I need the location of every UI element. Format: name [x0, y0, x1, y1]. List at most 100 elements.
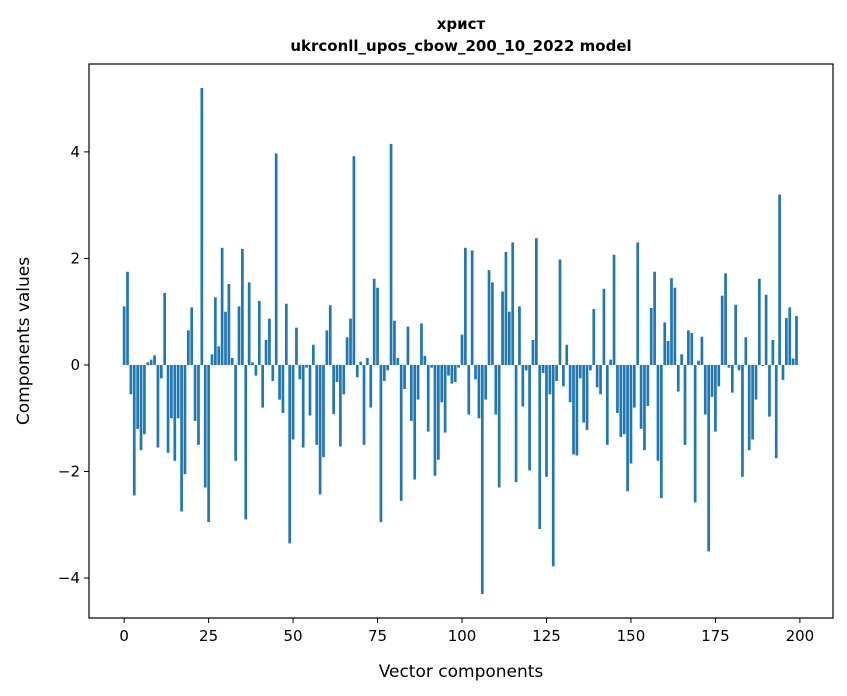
bar-37	[247, 282, 251, 365]
bar-21	[193, 364, 197, 421]
bar-91	[430, 364, 433, 368]
bar-23	[200, 87, 204, 365]
bar-118	[521, 364, 525, 407]
bar-31	[227, 284, 231, 365]
bar-6	[143, 364, 146, 435]
bar-186	[751, 364, 754, 440]
bar-15	[173, 364, 177, 461]
bar-182	[737, 364, 741, 371]
bar-147	[619, 364, 623, 437]
bar-89	[423, 355, 427, 365]
bar-36	[244, 364, 248, 520]
x-tick-label: 175	[701, 627, 730, 645]
bar-55	[308, 364, 312, 416]
bar-53	[301, 364, 305, 448]
bar-0	[122, 306, 126, 365]
bar-124	[541, 364, 545, 373]
bar-66	[345, 337, 349, 365]
bar-32	[230, 358, 234, 365]
bar-79	[389, 143, 393, 365]
bar-47	[281, 364, 285, 413]
bar-109	[491, 282, 494, 365]
bar-80	[393, 320, 396, 365]
bar-73	[369, 364, 373, 408]
bar-153	[639, 364, 643, 429]
bar-180	[730, 364, 734, 393]
bar-61	[328, 305, 332, 365]
bar-26	[210, 354, 214, 365]
bar-114	[507, 311, 511, 365]
bar-86	[413, 364, 417, 480]
bar-104	[474, 364, 477, 380]
bar-139	[592, 309, 596, 365]
bar-170	[697, 360, 700, 365]
bar-14	[170, 364, 173, 419]
bar-18	[183, 364, 187, 475]
bar-92	[433, 364, 437, 476]
bar-192	[771, 339, 775, 365]
y-tick-label: −4	[58, 569, 80, 587]
bar-50	[291, 364, 295, 440]
bar-13	[166, 364, 170, 453]
bar-161	[666, 341, 670, 365]
bar-194	[778, 194, 781, 365]
bar-142	[602, 288, 606, 365]
plot-frame	[88, 63, 834, 619]
bar-117	[518, 306, 521, 365]
x-tick-label: 100	[448, 627, 477, 645]
bar-158	[656, 364, 660, 461]
x-tick-label: 25	[199, 627, 218, 645]
bar-152	[636, 242, 640, 365]
x-tick-label: 50	[284, 627, 303, 645]
x-tick-label: 200	[786, 627, 815, 645]
bar-88	[420, 323, 423, 365]
bar-76	[379, 364, 383, 523]
y-tick-label: −2	[58, 463, 80, 481]
bar-176	[717, 364, 721, 387]
x-tick-label: 75	[368, 627, 387, 645]
bar-179	[727, 364, 731, 368]
bar-143	[605, 364, 609, 445]
bar-56	[311, 344, 315, 365]
bar-125	[545, 364, 548, 477]
bar-175	[714, 364, 717, 432]
bar-12	[163, 293, 167, 365]
bar-57	[315, 364, 319, 445]
bars	[122, 87, 798, 595]
bar-62	[332, 364, 335, 414]
bar-144	[609, 359, 613, 365]
bar-136	[582, 364, 585, 423]
bar-83	[403, 364, 406, 389]
bar-85	[409, 364, 413, 421]
bar-3	[132, 364, 136, 496]
bar-120	[528, 364, 531, 471]
bar-167	[687, 330, 690, 365]
bar-46	[278, 364, 281, 400]
bar-27	[214, 297, 217, 365]
bar-95	[443, 364, 447, 433]
bar-165	[680, 354, 683, 365]
bar-67	[349, 318, 352, 365]
bar-93	[437, 364, 440, 460]
bar-33	[234, 364, 237, 461]
bar-40	[257, 301, 261, 365]
bar-29	[220, 247, 224, 365]
bar-113	[504, 252, 508, 365]
bar-10	[156, 364, 160, 448]
bar-160	[663, 322, 667, 365]
bar-134	[575, 364, 579, 456]
bar-106	[480, 364, 484, 595]
bar-196	[785, 318, 788, 365]
bar-155	[646, 364, 650, 406]
bar-54	[305, 364, 308, 368]
bar-51	[295, 327, 298, 365]
x-tick-label: 150	[617, 627, 646, 645]
bar-94	[440, 364, 444, 403]
bar-2	[129, 364, 133, 395]
bar-197	[788, 307, 792, 365]
bar-1	[126, 271, 129, 365]
bar-84	[406, 326, 410, 365]
bar-111	[497, 364, 501, 488]
